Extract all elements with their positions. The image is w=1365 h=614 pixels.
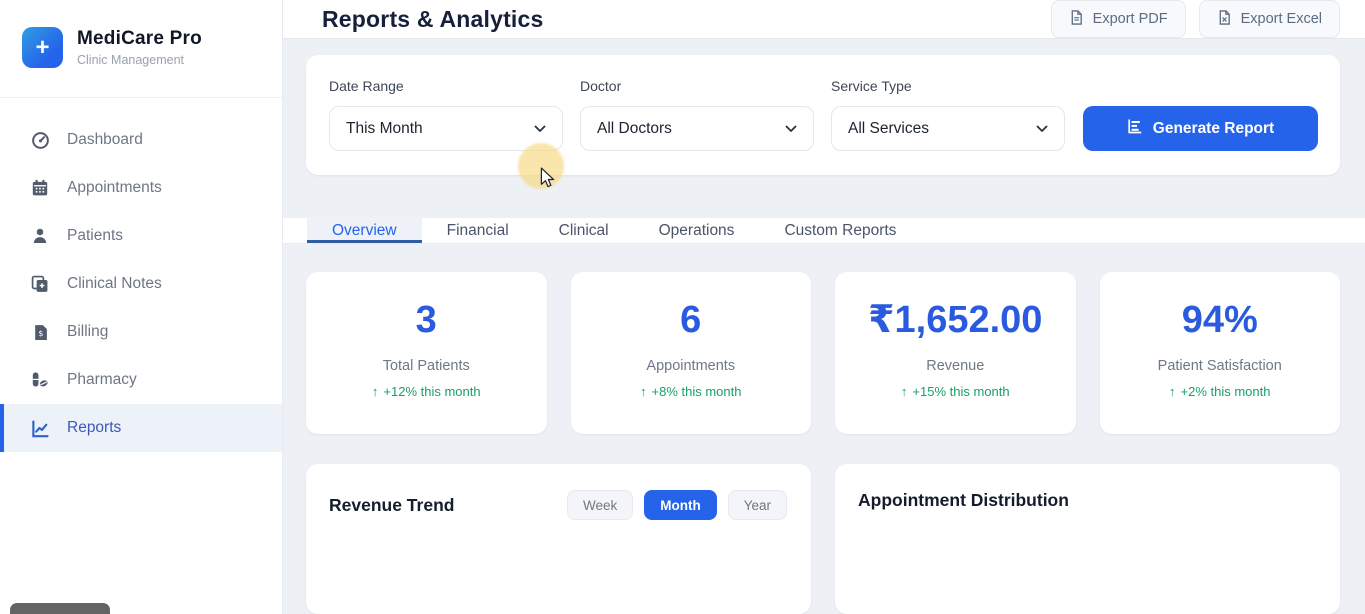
doctor-value: All Doctors xyxy=(597,119,672,137)
tab-clinical[interactable]: Clinical xyxy=(558,221,609,239)
chevron-down-icon xyxy=(534,120,546,138)
stats-row: 3 Total Patients ↑ +12% this month 6 Appo… xyxy=(306,272,1340,434)
pharmacy-pills-icon xyxy=(30,370,50,390)
brand[interactable]: + MediCare Pro Clinic Management xyxy=(0,0,282,98)
generate-report-button[interactable]: Generate Report xyxy=(1083,106,1318,151)
stat-trend: ↑ +8% this month xyxy=(640,383,742,399)
trend-up-icon: ↑ xyxy=(1169,383,1176,399)
sidebar-item-pharmacy[interactable]: Pharmacy xyxy=(0,356,282,404)
patient-icon xyxy=(30,226,50,246)
sidebar-item-label: Billing xyxy=(67,323,109,340)
chevron-down-icon xyxy=(1036,120,1048,138)
tab-operations[interactable]: Operations xyxy=(658,221,735,239)
pdf-file-icon xyxy=(1069,9,1084,29)
sidebar-item-dashboard[interactable]: Dashboard xyxy=(0,116,282,164)
sidebar-item-appointments[interactable]: Appointments xyxy=(0,164,282,212)
doctor-select[interactable]: All Doctors xyxy=(580,106,814,151)
stat-label: Patient Satisfaction xyxy=(1157,357,1282,374)
tab-overview[interactable]: Overview xyxy=(307,218,422,243)
stat-value: 94% xyxy=(1181,299,1258,341)
billing-invoice-icon: $ xyxy=(30,322,50,342)
trend-up-icon: ↑ xyxy=(371,383,379,399)
date-range-filter: Date Range This Month xyxy=(329,78,563,151)
sidebar-item-label: Dashboard xyxy=(67,131,143,148)
date-range-label: Date Range xyxy=(329,78,404,94)
revenue-trend-title: Revenue Trend xyxy=(329,494,455,515)
stat-label: Appointments xyxy=(646,357,736,374)
export-pdf-label: Export PDF xyxy=(1092,11,1168,27)
sidebar-item-billing[interactable]: $ Billing xyxy=(0,308,282,356)
charts-row: Revenue Trend Week Month Year Appointmen… xyxy=(306,464,1340,614)
brand-name: MediCare Pro xyxy=(77,28,202,49)
stat-card-patient-satisfaction: 94% Patient Satisfaction ↑ +2% this month xyxy=(1099,272,1340,434)
sidebar-item-reports[interactable]: Reports xyxy=(0,404,282,452)
sidebar-item-patients[interactable]: Patients xyxy=(0,212,282,260)
range-week-button[interactable]: Week xyxy=(566,490,634,520)
stat-value: ₹1,652.00 xyxy=(868,299,1043,341)
stat-value: 6 xyxy=(680,299,702,341)
range-month-button[interactable]: Month xyxy=(644,490,717,520)
clinical-notes-icon xyxy=(30,274,50,294)
range-toggle-group: Week Month Year xyxy=(566,490,787,520)
date-range-value: This Month xyxy=(346,119,423,137)
appointment-distribution-panel: Appointment Distribution xyxy=(835,464,1340,614)
sidebar-item-label: Patients xyxy=(67,227,124,244)
header-actions: Export PDF Export Excel xyxy=(1050,0,1340,38)
export-pdf-button[interactable]: Export PDF xyxy=(1050,0,1186,38)
main-area: Reports & Analytics Export PDF Export Ex… xyxy=(283,0,1365,614)
sidebar-item-label: Pharmacy xyxy=(67,371,137,388)
sidebar-item-label: Clinical Notes xyxy=(67,275,162,292)
page-title: Reports & Analytics xyxy=(322,5,544,32)
report-tabs: Overview Financial Clinical Operations C… xyxy=(283,218,1365,244)
range-year-button[interactable]: Year xyxy=(727,490,787,520)
sidebar-item-clinical-notes[interactable]: Clinical Notes xyxy=(0,260,282,308)
stat-value: 3 xyxy=(415,299,437,341)
export-excel-button[interactable]: Export Excel xyxy=(1198,0,1340,38)
excel-file-icon xyxy=(1217,9,1232,29)
stat-trend: ↑ +12% this month xyxy=(371,383,481,399)
tab-financial[interactable]: Financial xyxy=(446,221,509,239)
stat-trend: ↑ +15% this month xyxy=(900,383,1010,399)
generate-report-label: Generate Report xyxy=(1152,119,1275,137)
calendar-icon xyxy=(30,178,50,198)
stat-card-appointments: 6 Appointments ↑ +8% this month xyxy=(570,272,811,434)
sidebar-item-label: Appointments xyxy=(67,179,162,196)
sidebar-nav: Dashboard Appointments Patients Clinical… xyxy=(0,98,282,452)
report-filters-card: Date Range This Month Doctor All Doctors xyxy=(306,55,1340,175)
sidebar-item-label: Reports xyxy=(67,419,122,436)
service-type-value: All Services xyxy=(848,119,929,137)
export-excel-label: Export Excel xyxy=(1240,11,1322,27)
brand-subtitle: Clinic Management xyxy=(77,53,184,67)
date-range-select[interactable]: This Month xyxy=(329,106,563,151)
tab-custom-reports[interactable]: Custom Reports xyxy=(784,221,897,239)
doctor-filter: Doctor All Doctors xyxy=(580,78,814,151)
trend-up-icon: ↑ xyxy=(640,383,647,399)
appointment-distribution-title: Appointment Distribution xyxy=(858,490,1069,510)
doctor-label: Doctor xyxy=(580,78,622,94)
overview-content: 3 Total Patients ↑ +12% this month 6 Appo… xyxy=(283,244,1365,614)
filters-section: Date Range This Month Doctor All Doctors xyxy=(283,39,1365,175)
bar-chart-icon xyxy=(1127,118,1143,139)
svg-text:$: $ xyxy=(38,329,43,338)
stat-label: Total Patients xyxy=(382,357,470,374)
service-type-label: Service Type xyxy=(831,78,912,94)
dashboard-icon xyxy=(30,130,50,150)
service-type-select[interactable]: All Services xyxy=(831,106,1065,151)
sidebar: + MediCare Pro Clinic Management Dashboa… xyxy=(0,0,283,614)
trend-up-icon: ↑ xyxy=(900,383,908,399)
stat-label: Revenue xyxy=(926,357,985,374)
status-pill xyxy=(10,603,110,614)
stat-trend: ↑ +2% this month xyxy=(1169,383,1271,399)
revenue-trend-panel: Revenue Trend Week Month Year xyxy=(306,464,811,614)
service-type-filter: Service Type All Services xyxy=(831,78,1065,151)
stat-card-total-patients: 3 Total Patients ↑ +12% this month xyxy=(306,272,547,434)
chevron-down-icon xyxy=(785,120,797,138)
brand-logo-plus-icon: + xyxy=(22,27,63,68)
reports-chart-icon xyxy=(30,418,50,438)
stat-card-revenue: ₹1,652.00 Revenue ↑ +15% this month xyxy=(835,272,1076,434)
page-header: Reports & Analytics Export PDF Export Ex… xyxy=(283,0,1365,39)
